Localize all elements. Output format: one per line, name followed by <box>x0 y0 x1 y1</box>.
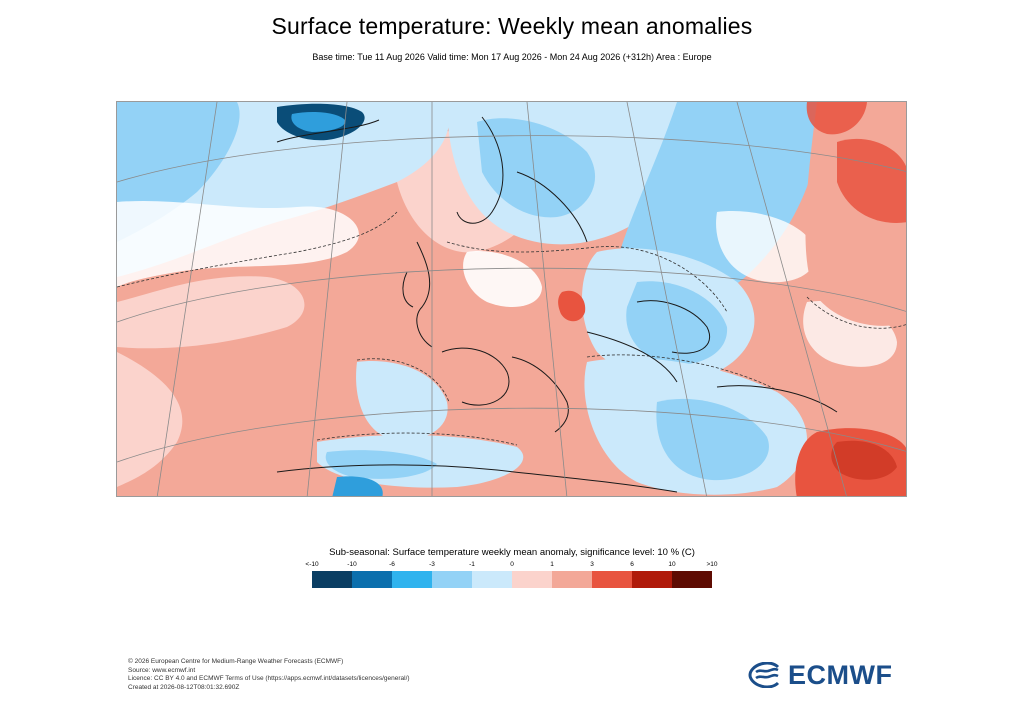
footer-line: Created at 2026-08-12T08:01:32.690Z <box>128 683 240 691</box>
colorbar-swatch <box>552 571 592 588</box>
colorbar <box>312 571 712 588</box>
coastlines <box>276 116 838 493</box>
colorbar-label: 6 <box>630 561 634 568</box>
colorbar-label: 1 <box>550 561 554 568</box>
footer-credits: © 2026 European Centre for Medium-Range … <box>128 658 410 692</box>
colorbar-swatch <box>352 571 392 588</box>
strong-warm-spot-north <box>806 102 867 135</box>
colorbar-title: Sub-seasonal: Surface temperature weekly… <box>329 547 695 558</box>
chart-title: Surface temperature: Weekly mean anomali… <box>271 13 753 39</box>
colorbar-swatch <box>312 571 352 588</box>
colorbar-label: >10 <box>706 561 718 568</box>
neutral-patch-east <box>716 211 817 283</box>
neutral-patch-germany <box>463 251 542 307</box>
footer-line: Source: www.ecmwf.int <box>128 666 196 674</box>
strong-cool-spot-south <box>332 476 383 496</box>
significance-contours <box>117 211 906 446</box>
colorbar-swatch <box>432 571 472 588</box>
colorbar-swatch <box>632 571 672 588</box>
footer-line: Licence: CC BY 4.0 and ECMWF Terms of Us… <box>128 675 410 683</box>
colorbar-swatch <box>472 571 512 588</box>
colorbar-swatch <box>392 571 432 588</box>
anomaly-map <box>116 101 907 497</box>
colorbar-swatch <box>512 571 552 588</box>
colorbar-label: <-10 <box>305 561 319 568</box>
ecmwf-logo-icon <box>748 662 780 688</box>
colorbar-label: 10 <box>668 561 676 568</box>
colorbar-label: -6 <box>389 561 395 568</box>
graticule <box>117 102 906 496</box>
footer-line: © 2026 European Centre for Medium-Range … <box>128 658 344 665</box>
chart-subtitle: Base time: Tue 11 Aug 2026 Valid time: M… <box>312 52 712 62</box>
colorbar-label: -10 <box>347 561 357 568</box>
logo-text: ECMWF <box>788 659 893 690</box>
strong-warm-core-southeast <box>831 440 897 480</box>
cool-zone-black-sea-north <box>626 281 728 365</box>
light-warm-zone-southwest <box>117 352 183 487</box>
colorbar-label: -1 <box>469 561 475 568</box>
colorbar-label: 3 <box>590 561 594 568</box>
colorbar-label: -3 <box>429 561 435 568</box>
ecmwf-logo: ECMWF <box>748 660 892 690</box>
colorbar-label: 0 <box>510 561 514 568</box>
colorbar-swatch <box>592 571 632 588</box>
colorbar-swatch <box>672 571 712 588</box>
cool-zone-finland <box>477 118 596 218</box>
strong-warm-spot-central <box>558 290 586 322</box>
cool-spot-inner <box>291 112 346 132</box>
cool-zone-iberia <box>356 361 448 441</box>
light-warm-zone-atlantic <box>117 276 305 349</box>
colorbar-labels: <-10 -10 -6 -3 -1 0 1 3 6 10 >10 <box>302 561 722 571</box>
map-canvas <box>117 102 906 496</box>
neutral-band-atlantic <box>117 200 359 287</box>
